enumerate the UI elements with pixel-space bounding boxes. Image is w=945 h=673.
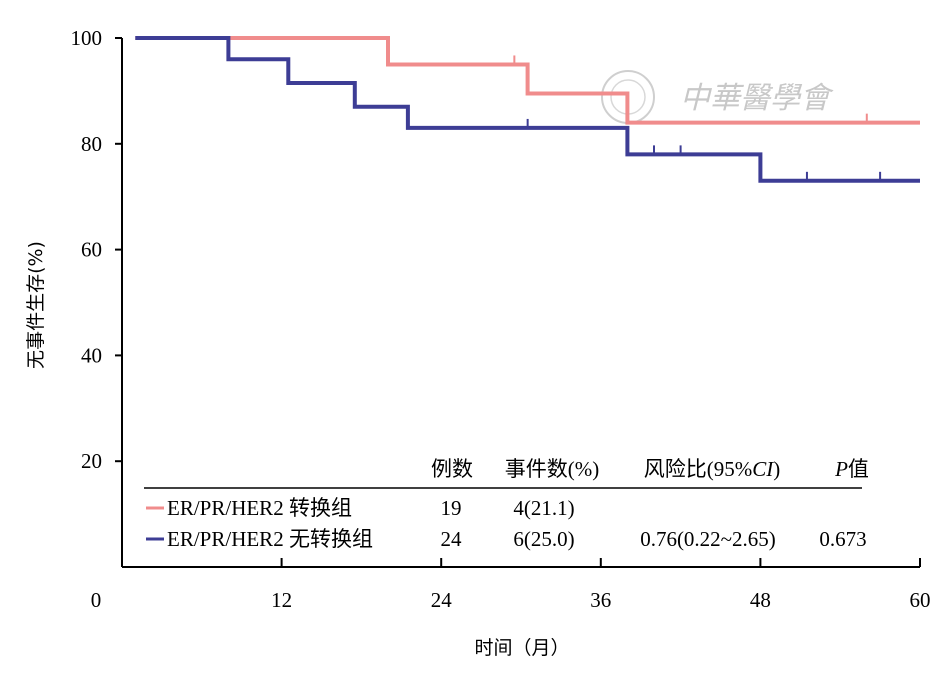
y-axis-title: 无事件生存(%) xyxy=(25,241,47,369)
x-tick-label: 24 xyxy=(431,588,453,612)
x-tick-label: 48 xyxy=(750,588,771,612)
header-p: P值 xyxy=(834,457,869,481)
header-n: 例数 xyxy=(431,457,473,481)
watermark: 中華醫學會 xyxy=(601,70,834,124)
header-hr-prefix: 风险比(95% xyxy=(644,457,753,481)
watermark-text: 中華醫學會 xyxy=(680,81,834,116)
header-p-suffix: 值 xyxy=(848,457,869,481)
y-tick-label: 60 xyxy=(81,238,102,262)
header-hr-suffix: ) xyxy=(773,457,780,481)
series-line-2 xyxy=(135,36,920,183)
row2-hr: 0.76(0.22~2.65) xyxy=(640,527,776,551)
y-tick-label: 40 xyxy=(81,343,102,367)
row2-events: 6(25.0) xyxy=(513,527,574,551)
header-events: 事件数(%) xyxy=(505,457,599,481)
survival-curves xyxy=(135,36,920,183)
x-tick-label: 60 xyxy=(910,588,931,612)
row1-events: 4(21.1) xyxy=(513,496,574,520)
origin-label: 0 xyxy=(91,588,102,612)
row1-n: 19 xyxy=(441,496,462,520)
stats-table: 例数 事件数(%) 风险比(95%CI) P值 ER/PR/HER2 转换组 1… xyxy=(144,457,869,551)
y-ticks: 20 40 60 80 100 xyxy=(71,26,122,473)
x-ticks: 12 24 36 48 60 xyxy=(271,558,931,612)
row2-label: ER/PR/HER2 无转换组 xyxy=(167,527,373,551)
y-tick-label: 100 xyxy=(71,26,103,50)
x-axis-title: 时间（月） xyxy=(474,637,569,659)
header-hr-ci: CI xyxy=(752,457,774,481)
x-tick-label: 12 xyxy=(271,588,292,612)
y-tick-label: 80 xyxy=(81,132,102,156)
x-tick-label: 36 xyxy=(590,588,611,612)
row2-n: 24 xyxy=(441,527,463,551)
header-p-letter: P xyxy=(834,457,848,481)
row1-label: ER/PR/HER2 转换组 xyxy=(167,496,352,520)
header-hr: 风险比(95%CI) xyxy=(644,457,781,481)
row2-p: 0.673 xyxy=(819,527,866,551)
y-tick-label: 20 xyxy=(81,449,102,473)
